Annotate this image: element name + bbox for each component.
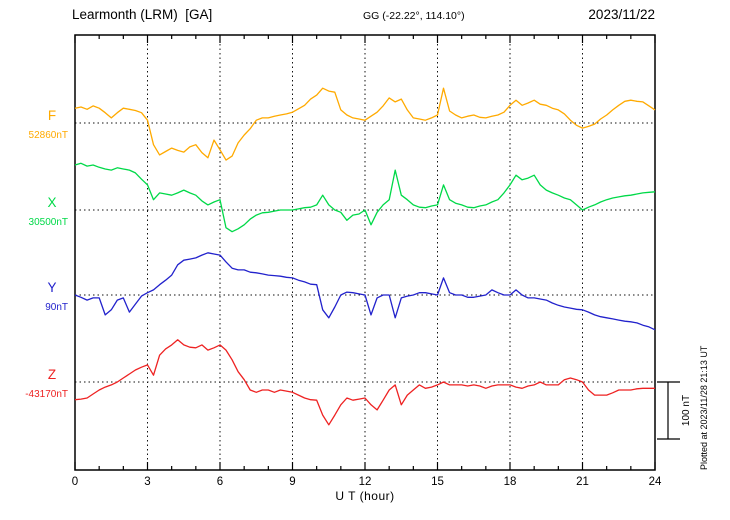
x-tick-label: 12 [359, 476, 372, 488]
series-baseline-label-Y: 90nT [45, 302, 68, 313]
series-baseline-label-Z: -43170nT [25, 389, 68, 400]
series-line-X [74, 162, 656, 233]
x-tick-label: 15 [431, 476, 444, 488]
x-tick-label: 24 [649, 476, 662, 488]
series-name-Y: Y [47, 280, 56, 295]
series-name-Z: Z [48, 367, 56, 382]
series-name-F: F [48, 108, 56, 123]
series-line-Z [74, 339, 655, 426]
x-tick-label: 21 [576, 476, 589, 488]
x-tick-label: 9 [289, 476, 295, 488]
plot-date: 2023/11/22 [588, 7, 655, 22]
series-baseline-label-F: 52860nT [29, 130, 68, 141]
x-tick-label: 0 [72, 476, 78, 488]
station-title: Learmonth (LRM) [GA] [72, 7, 213, 22]
series-baseline-label-X: 30500nT [29, 217, 68, 228]
x-tick-label: 3 [144, 476, 150, 488]
x-tick-label: 18 [504, 476, 517, 488]
plotted-at-note: Plotted at 2023/11/28 21:13 UT [699, 345, 709, 470]
series-line-F [74, 87, 656, 161]
plot-border [74, 34, 656, 471]
series-line-Y [74, 252, 656, 331]
scale-bar-label: 100 nT [681, 395, 692, 426]
x-tick-label: 6 [217, 476, 223, 488]
geographic-coords: GG (-22.22°, 114.10°) [363, 10, 465, 22]
x-axis-label: U T (hour) [335, 489, 395, 503]
series-name-X: X [47, 195, 56, 210]
